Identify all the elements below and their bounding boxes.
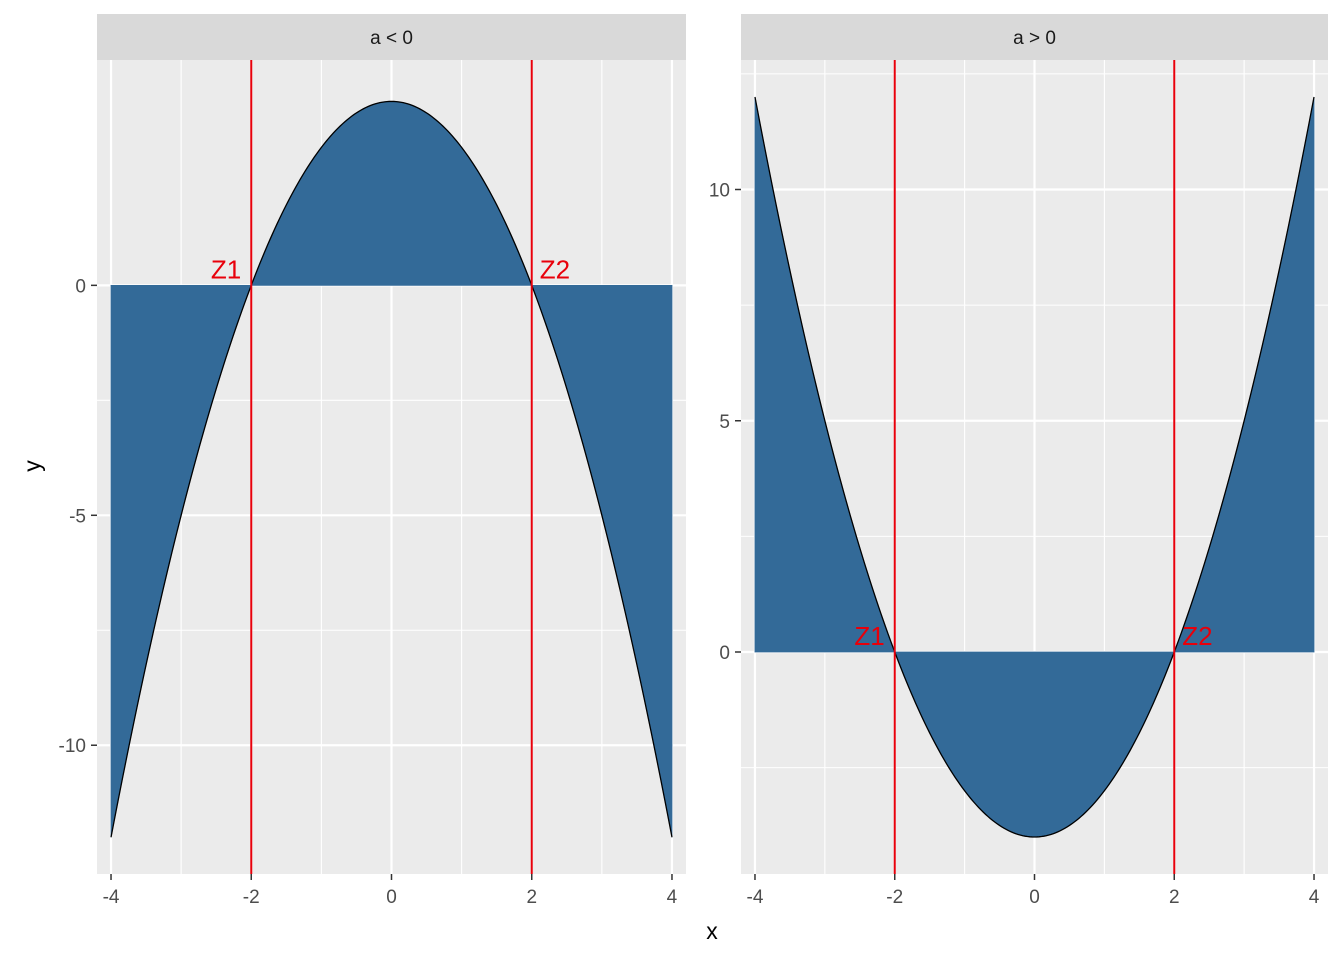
facet-strip-label: a > 0 — [1013, 28, 1056, 49]
y-tick-label: 5 — [719, 412, 730, 433]
x-tick-label: 2 — [526, 887, 537, 908]
x-tick-label: 0 — [386, 887, 397, 908]
x-tick-label: 4 — [667, 887, 678, 908]
zero-label-z1: Z1 — [854, 621, 884, 651]
x-axis-title: x — [706, 918, 718, 944]
x-tick-label: -2 — [243, 887, 260, 908]
facet-strip — [741, 14, 1328, 60]
x-tick-label: -2 — [886, 887, 903, 908]
facet-strip — [97, 14, 686, 60]
x-tick-label: 4 — [1309, 887, 1320, 908]
zero-label-z2: Z2 — [1182, 621, 1212, 651]
facet-strip-label: a < 0 — [370, 28, 413, 49]
y-tick-label: 10 — [709, 181, 730, 202]
parabola-curve — [754, 96, 1315, 838]
zero-label-z1: Z1 — [211, 254, 241, 284]
x-tick-label: 2 — [1169, 887, 1180, 908]
x-tick-label: -4 — [747, 887, 764, 908]
y-axis-title: y — [19, 460, 45, 472]
y-tick-label: 0 — [75, 276, 86, 297]
facet-panel-1: a < 0 Z1 Z2 -4 -2 0 2 4 -10 -5 0 — [59, 14, 686, 908]
y-tick-label: -10 — [59, 736, 86, 757]
y-tick-label: -5 — [69, 506, 86, 527]
x-tick-label: 0 — [1029, 887, 1040, 908]
x-tick-label: -4 — [103, 887, 120, 908]
parabola-curve — [110, 100, 673, 838]
y-tick-label: 0 — [719, 643, 730, 664]
zero-label-z2: Z2 — [540, 254, 570, 284]
facet-panel-2: a > 0 Z1 Z2 -4 -2 0 2 4 0 5 10 — [709, 14, 1328, 908]
